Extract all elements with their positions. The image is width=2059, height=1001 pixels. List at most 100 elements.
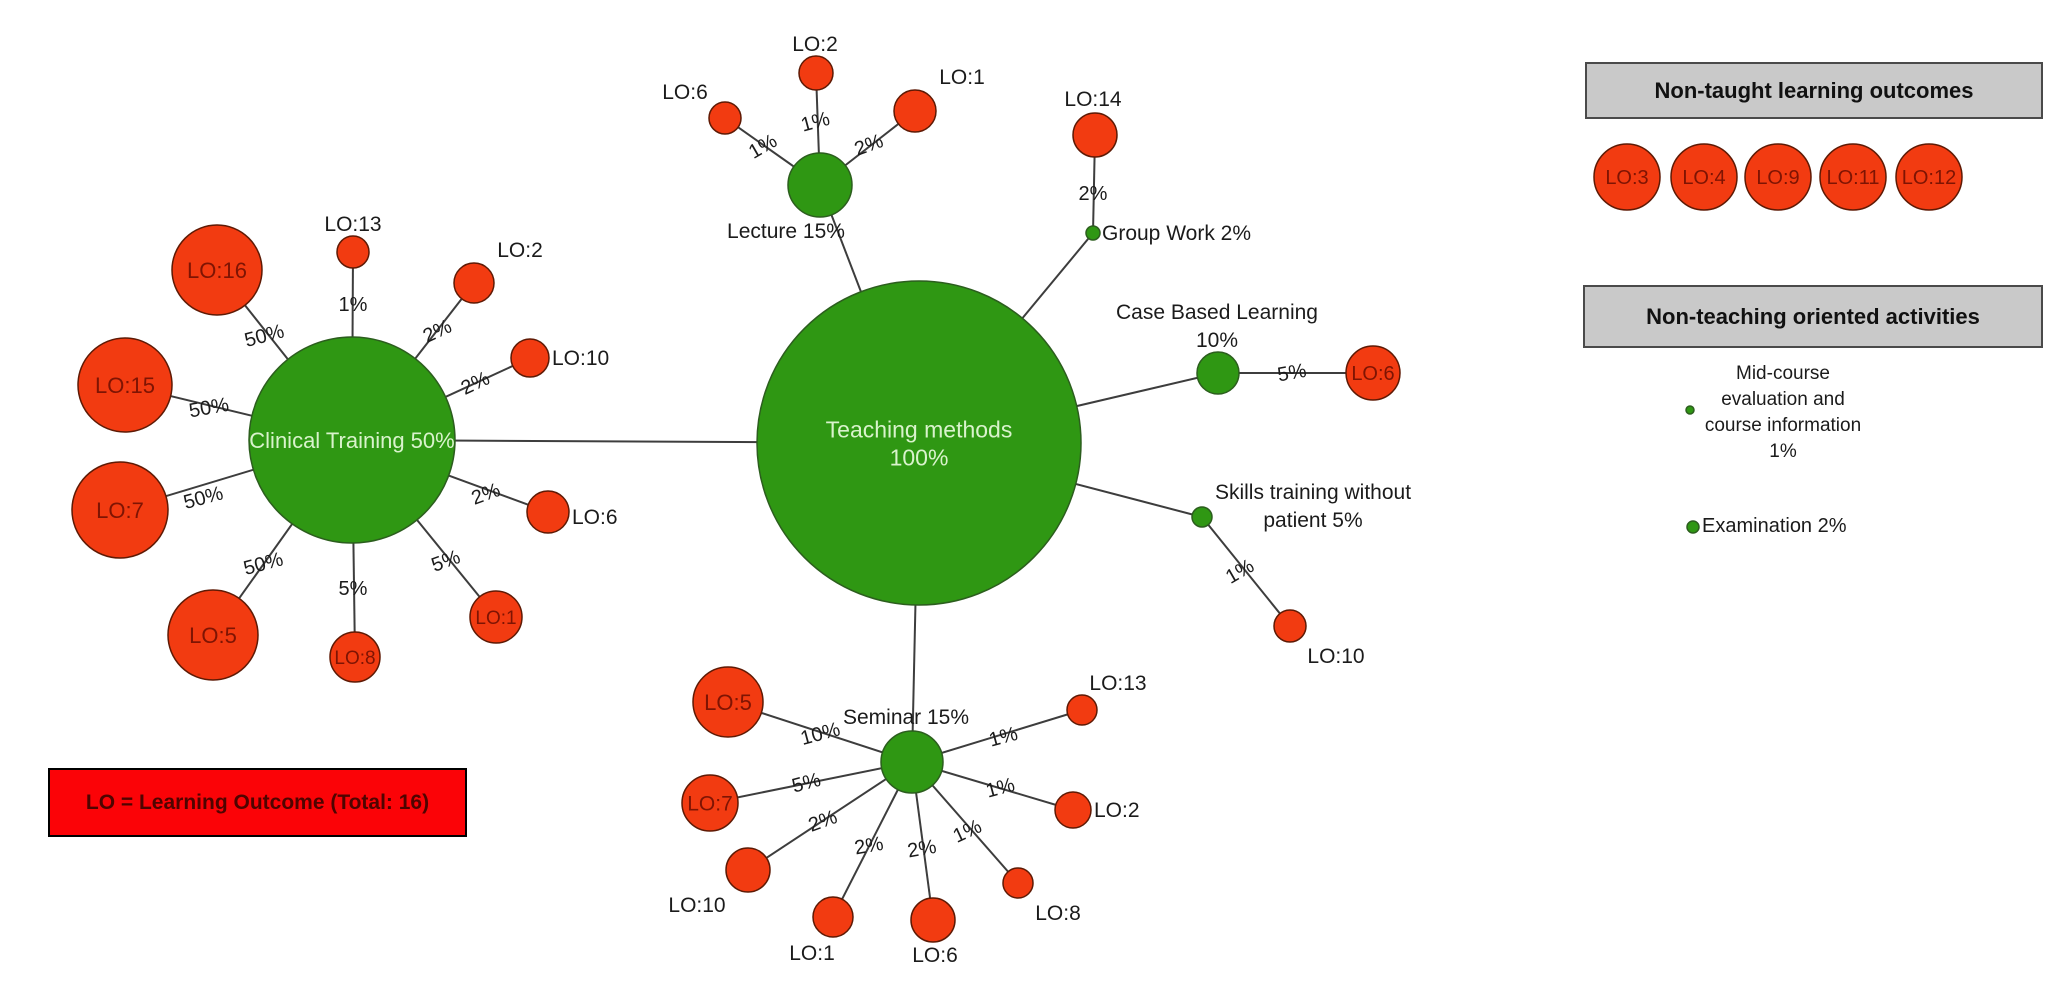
examination-activity-text: Examination 2% xyxy=(1702,515,1847,537)
midcourse-line: Mid-course xyxy=(1736,363,1830,384)
node-g-lo14 xyxy=(1072,112,1118,158)
node-label-se-lo10-line: LO:10 xyxy=(668,894,725,917)
node-label-se-lo13-line: LO:13 xyxy=(1089,672,1146,695)
edge-label-clinical-c-lo16: 50% xyxy=(242,320,287,352)
node-label-g-lo14: LO:14 xyxy=(1064,88,1122,111)
node-c-lo7 xyxy=(71,461,169,559)
node-lecture xyxy=(787,152,853,218)
node-label-se-lo8-line: LO:8 xyxy=(1035,902,1081,925)
node-label-se-lo7-line: LO:7 xyxy=(687,793,733,816)
node-label-lecture-line: Lecture 15% xyxy=(727,220,845,243)
node-label-teaching: Teaching methods 100% xyxy=(826,416,1013,470)
edge-label-seminar-se-lo10: 2% xyxy=(806,806,841,837)
node-label-nt-lo12-line: LO:12 xyxy=(1902,167,1956,189)
node-label-teaching-line: Teaching methods xyxy=(826,416,1013,442)
node-label-se-lo1-line: LO:1 xyxy=(789,942,835,965)
node-label-s-lo10-line: LO:10 xyxy=(1307,645,1364,668)
node-se-lo1 xyxy=(812,896,854,938)
edge-label-groupwork-g-lo14: 2% xyxy=(1079,183,1108,205)
node-label-skills-line: patient 5% xyxy=(1263,509,1362,532)
edge-label-clinical-c-lo2-line: 2% xyxy=(420,315,456,347)
node-l-lo1 xyxy=(893,89,937,133)
node-label-l-lo6-line: LO:6 xyxy=(662,81,708,104)
edge-label-seminar-se-lo2-line: 1% xyxy=(984,774,1018,803)
node-c-lo1 xyxy=(469,590,523,644)
node-label-se-lo6-line: LO:6 xyxy=(912,944,958,967)
node-label-seminar-line: Seminar 15% xyxy=(843,706,969,729)
edge-label-seminar-se-lo1-line: 2% xyxy=(853,833,886,860)
node-label-l-lo6: LO:6 xyxy=(662,81,708,104)
node-label-c-lo1-line: LO:1 xyxy=(475,608,516,629)
edge-label-seminar-se-lo6: 2% xyxy=(906,836,939,863)
edge-label-clinical-c-lo7: 50% xyxy=(181,482,226,514)
node-label-c-lo7: LO:7 xyxy=(96,498,144,523)
edge-label-seminar-se-lo8-line: 1% xyxy=(950,815,986,847)
node-label-skills: Skills training without patient 5% xyxy=(1215,481,1411,532)
node-seminar xyxy=(880,730,944,794)
midcourse-line: evaluation and xyxy=(1721,389,1845,410)
edge-label-clinical-c-lo13: 1% xyxy=(339,294,368,316)
midcourse-activity-text: Mid-course evaluation and course informa… xyxy=(1653,361,1913,465)
node-c-lo5 xyxy=(167,589,259,681)
node-label-c-lo6-line: LO:6 xyxy=(572,506,618,529)
node-se-lo5 xyxy=(692,666,764,738)
lo-abbreviation-text: LO = Learning Outcome (Total: 16) xyxy=(85,790,430,814)
node-label-se-lo2: LO:2 xyxy=(1094,799,1140,822)
edge-label-clinical-c-lo16-line: 50% xyxy=(242,320,287,352)
node-l-lo6 xyxy=(708,101,742,135)
edge-skills-s-lo10 xyxy=(1201,516,1291,627)
node-groupwork xyxy=(1085,225,1101,241)
node-label-c-lo1: LO:1 xyxy=(475,608,516,629)
edge-label-lecture-l-lo2: 1% xyxy=(799,108,833,137)
node-label-l-lo1-line: LO:1 xyxy=(939,66,985,89)
node-label-c-lo6: LO:6 xyxy=(572,506,618,529)
node-label-nt-lo9-line: LO:9 xyxy=(1756,167,1799,189)
edge-label-lecture-l-lo2-line: 1% xyxy=(799,108,833,137)
node-label-se-lo5-line: LO:5 xyxy=(704,690,752,715)
edge-label-clinical-c-lo15-line: 50% xyxy=(187,394,230,423)
node-label-teaching-line: 100% xyxy=(890,444,949,470)
node-cbl xyxy=(1196,351,1240,395)
edge-label-clinical-c-lo8-line: 5% xyxy=(339,578,368,600)
nodes-layer xyxy=(71,55,1963,943)
node-label-lecture: Lecture 15% xyxy=(727,220,845,243)
node-label-c-lo5-line: LO:5 xyxy=(189,623,237,648)
edge-label-seminar-se-lo5-line: 10% xyxy=(798,718,843,750)
edge-label-seminar-se-lo1: 2% xyxy=(853,833,886,860)
node-label-c-lo8-line: LO:8 xyxy=(334,648,375,669)
node-c-lo13 xyxy=(336,235,370,269)
node-label-cb-lo6-line: LO:6 xyxy=(1351,363,1394,385)
node-label-c-lo16-line: LO:16 xyxy=(187,258,247,283)
node-label-groupwork: Group Work 2% xyxy=(1102,222,1251,245)
node-label-cbl: Case Based Learning 10% xyxy=(1116,301,1318,352)
node-label-g-lo14-line: LO:14 xyxy=(1064,88,1122,111)
node-label-se-lo5: LO:5 xyxy=(704,690,752,715)
node-label-se-lo8: LO:8 xyxy=(1035,902,1081,925)
node-nt-lo3 xyxy=(1593,143,1661,211)
node-label-l-lo2-line: LO:2 xyxy=(792,33,838,56)
node-c-lo10 xyxy=(510,338,550,378)
node-label-cbl-line: 10% xyxy=(1196,329,1238,352)
node-label-c-lo15-line: LO:15 xyxy=(95,373,155,398)
node-label-cb-lo6: LO:6 xyxy=(1351,363,1394,385)
edge-label-skills-s-lo10: 1% xyxy=(1222,555,1258,589)
node-teaching xyxy=(756,280,1082,606)
node-label-se-lo1: LO:1 xyxy=(789,942,835,965)
node-label-seminar: Seminar 15% xyxy=(843,706,969,729)
node-se-lo7 xyxy=(681,774,739,832)
node-midcourse-dot xyxy=(1685,405,1695,415)
node-se-lo2 xyxy=(1054,791,1092,829)
node-se-lo6 xyxy=(910,897,956,943)
node-label-clinical-line: Clinical Training 50% xyxy=(249,428,454,453)
edge-label-clinical-c-lo2: 2% xyxy=(420,315,456,347)
node-se-lo13 xyxy=(1066,694,1098,726)
node-label-c-lo15: LO:15 xyxy=(95,373,155,398)
node-label-c-lo5: LO:5 xyxy=(189,623,237,648)
edge-label-clinical-c-lo10: 2% xyxy=(458,367,494,399)
node-label-c-lo2: LO:2 xyxy=(497,239,543,262)
node-label-l-lo1: LO:1 xyxy=(939,66,985,89)
edge-label-cbl-cb-lo6: 5% xyxy=(1276,360,1309,387)
node-label-s-lo10: LO:10 xyxy=(1307,645,1364,668)
edge-label-clinical-c-lo10-line: 2% xyxy=(458,367,494,399)
